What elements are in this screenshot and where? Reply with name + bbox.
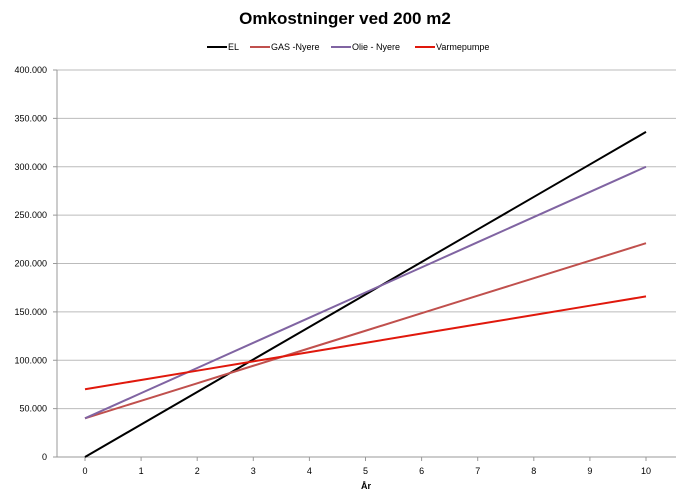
legend: EL GAS -Nyere Olie - Nyere Varmepumpe: [207, 42, 489, 52]
y-tick-label: 150.000: [14, 307, 47, 317]
y-tick-label: 100.000: [14, 355, 47, 365]
x-tick-label: 4: [307, 466, 312, 476]
y-tick-label: 250.000: [14, 210, 47, 220]
y-tick-label: 350.000: [14, 113, 47, 123]
x-tick-label: 5: [363, 466, 368, 476]
legend-label: EL: [228, 42, 239, 52]
x-tick-label: 1: [139, 466, 144, 476]
legend-label: Varmepumpe: [436, 42, 489, 52]
series-line-el: [84, 131, 647, 458]
chart-title: Omkostninger ved 200 m2: [239, 9, 451, 28]
series-lines: [84, 131, 647, 458]
x-tick-label: 10: [641, 466, 651, 476]
y-tick-label: 200.000: [14, 259, 47, 269]
series-line-gas-nyere: [84, 242, 647, 420]
x-axis-ticks: 0 1 2 3 4 5 6 7 8 9 10: [82, 466, 651, 476]
y-tick-label: 300.000: [14, 162, 47, 172]
x-tick-label: 8: [531, 466, 536, 476]
y-tick-label: 400.000: [14, 65, 47, 75]
x-tick-label: 6: [419, 466, 424, 476]
y-axis-ticks: 0 50.000 100.000 150.000 200.000 250.000 300.0…: [14, 65, 47, 462]
x-tick-label: 0: [82, 466, 87, 476]
x-axis-label: År: [361, 481, 371, 491]
y-tick-label: 0: [42, 452, 47, 462]
x-tick-label: 7: [475, 466, 480, 476]
x-tick-label: 2: [195, 466, 200, 476]
gridlines: [53, 69, 676, 461]
series-line-varmepumpe: [84, 295, 647, 391]
series-line-olie-nyere: [84, 165, 647, 420]
legend-label: Olie - Nyere: [352, 42, 400, 52]
y-tick-label: 50.000: [19, 404, 47, 414]
legend-label: GAS -Nyere: [271, 42, 320, 52]
x-tick-label: 9: [587, 466, 592, 476]
x-tick-label: 3: [251, 466, 256, 476]
